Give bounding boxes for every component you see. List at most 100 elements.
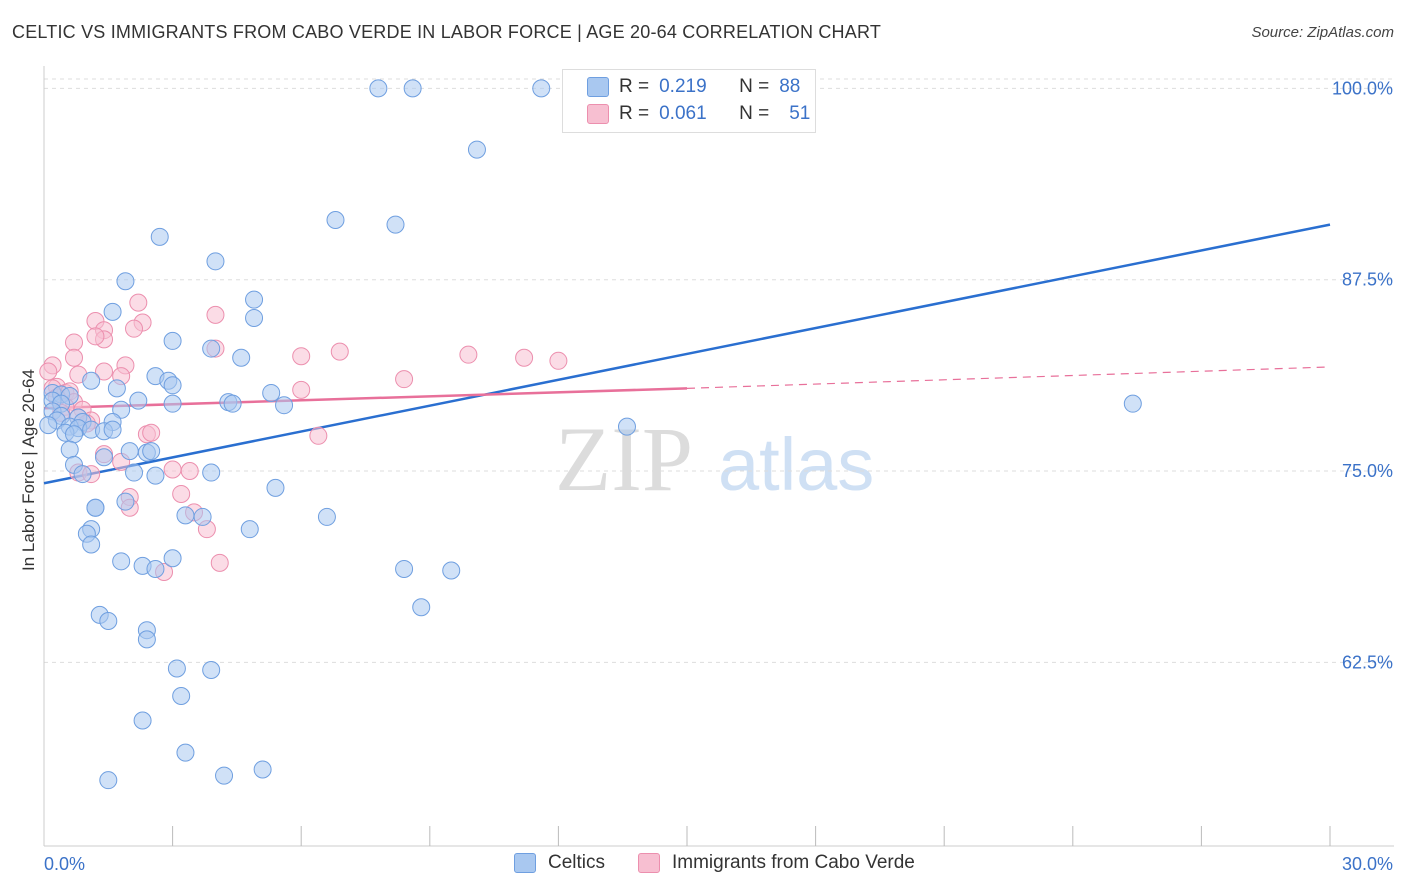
legend-r-label: R = xyxy=(619,76,650,97)
celtics-point xyxy=(532,79,551,98)
y-tick-label: 87.5% xyxy=(1342,270,1393,290)
x-tick-label: 0.0% xyxy=(44,854,85,874)
cabo-verde-point xyxy=(549,351,568,370)
celtics-point xyxy=(82,535,101,554)
celtics-point xyxy=(99,771,118,790)
legend-n-value: 88 xyxy=(779,76,801,97)
celtics-point xyxy=(163,376,182,395)
cabo-verde-point xyxy=(172,484,191,503)
celtics-point xyxy=(202,339,221,358)
cabo-verde-point xyxy=(142,423,161,442)
cabo-verde-point xyxy=(395,370,414,389)
cabo-verde-point xyxy=(129,293,148,312)
legend-row-celtics: R = 0.219 N = 88 xyxy=(587,74,800,100)
cabo-verde-point xyxy=(39,362,58,381)
cabo-verde-trend-line xyxy=(43,387,688,410)
celtics-point xyxy=(202,463,221,482)
cabo-verde-point xyxy=(330,342,349,361)
celtics-point xyxy=(82,371,101,390)
legend-row-cabo-verde: R = 0.061 N = 51 xyxy=(587,101,810,127)
x-tick-label: 30.0% xyxy=(1342,854,1393,874)
celtics-point xyxy=(112,552,131,571)
celtics-point xyxy=(129,391,148,410)
cabo-verde-point xyxy=(65,333,84,352)
y-tick-label: 75.0% xyxy=(1342,461,1393,481)
celtics-point xyxy=(73,465,92,484)
celtics-point xyxy=(133,711,152,730)
celtics-point xyxy=(245,290,264,309)
cabo-verde-point xyxy=(125,319,144,338)
y-tick-label: 62.5% xyxy=(1342,652,1393,672)
celtics-point xyxy=(326,210,345,229)
watermark: ZIP atlas xyxy=(555,408,874,510)
celtics-point xyxy=(86,498,105,517)
series-legend-cabo-verde: Immigrants from Cabo Verde xyxy=(638,852,915,874)
celtics-point xyxy=(99,612,118,631)
source-label: Source: ZipAtlas.com xyxy=(1251,24,1394,41)
celtics-point xyxy=(176,743,195,762)
celtics-point xyxy=(163,549,182,568)
series-legend-label: Immigrants from Cabo Verde xyxy=(672,852,915,873)
legend-swatch-celtics xyxy=(587,77,609,97)
correlation-legend: R = 0.219 N = 88 R = 0.061 N = 51 xyxy=(562,69,816,133)
legend-n-label: N = xyxy=(739,76,770,97)
celtics-point xyxy=(60,440,79,459)
celtics-swatch xyxy=(514,853,536,873)
celtics-point xyxy=(369,79,388,98)
cabo-verde-point xyxy=(95,362,114,381)
series-legend: Celtics Immigrants from Cabo Verde xyxy=(0,852,1406,878)
watermark-atlas: atlas xyxy=(718,423,874,506)
celtics-point xyxy=(266,478,285,497)
cabo-verde-point xyxy=(210,553,229,572)
celtics-point xyxy=(386,215,405,234)
celtics-point xyxy=(193,507,212,526)
celtics-point xyxy=(146,466,165,485)
celtics-point xyxy=(116,272,135,291)
celtics-point xyxy=(275,396,294,415)
celtics-point xyxy=(202,660,221,679)
celtics-point xyxy=(245,308,264,327)
cabo-verde-point xyxy=(65,348,84,367)
legend-r-label: R = xyxy=(619,103,650,124)
celtics-point xyxy=(395,559,414,578)
celtics-point xyxy=(163,394,182,413)
celtics-point xyxy=(116,492,135,511)
celtics-point xyxy=(150,227,169,246)
legend-n-label: N = xyxy=(739,103,770,124)
cabo-verde-point xyxy=(163,460,182,479)
celtics-point xyxy=(137,630,156,649)
cabo-verde-swatch xyxy=(638,853,660,873)
celtics-point xyxy=(146,559,165,578)
cabo-verde-point xyxy=(292,347,311,366)
celtics-point xyxy=(176,506,195,525)
celtics-point xyxy=(467,140,486,159)
celtics-point xyxy=(617,417,636,436)
celtics-point xyxy=(262,383,281,402)
cabo-verde-point xyxy=(309,426,328,445)
cabo-verde-point xyxy=(515,348,534,367)
celtics-point xyxy=(412,598,431,617)
celtics-point xyxy=(39,416,58,435)
celtics-point xyxy=(167,659,186,678)
legend-n-value: 51 xyxy=(789,103,811,124)
y-tick-label: 100.0% xyxy=(1332,78,1393,98)
series-legend-celtics: Celtics xyxy=(514,852,605,874)
celtics-point xyxy=(103,302,122,321)
cabo-verde-trend-extension xyxy=(686,366,1331,389)
celtics-point xyxy=(112,400,131,419)
celtics-point xyxy=(107,379,126,398)
celtics-point xyxy=(172,687,191,706)
cabo-verde-point xyxy=(292,380,311,399)
celtics-point xyxy=(163,331,182,350)
celtics-point xyxy=(232,348,251,367)
cabo-verde-point xyxy=(206,305,225,324)
celtics-point xyxy=(215,766,234,785)
celtics-point xyxy=(103,420,122,439)
celtics-point xyxy=(403,79,422,98)
celtics-point xyxy=(206,252,225,271)
cabo-verde-point xyxy=(459,345,478,364)
celtics-point xyxy=(95,448,114,467)
chart-title: CELTIC VS IMMIGRANTS FROM CABO VERDE IN … xyxy=(12,22,882,42)
celtics-point xyxy=(223,394,242,413)
